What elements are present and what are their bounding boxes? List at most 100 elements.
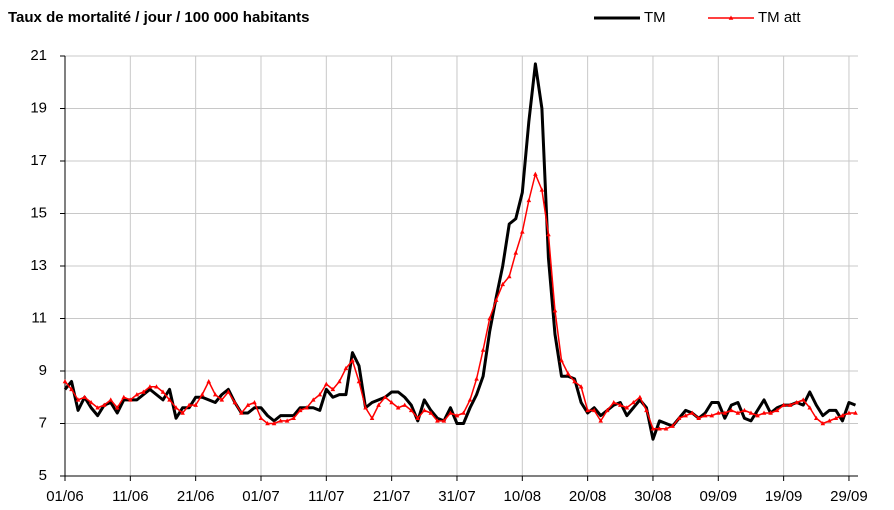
point-marker — [506, 274, 512, 279]
legend-marker — [728, 15, 734, 20]
point-marker — [663, 426, 669, 431]
point-marker — [226, 389, 231, 394]
point-marker — [454, 413, 460, 418]
point-marker — [787, 402, 793, 407]
point-marker — [493, 297, 499, 302]
point-marker — [114, 405, 120, 410]
point-marker — [402, 402, 408, 407]
point-marker — [533, 171, 538, 176]
point-marker — [448, 410, 453, 415]
point-marker — [840, 413, 845, 418]
point-marker — [395, 405, 401, 410]
point-marker — [108, 397, 114, 402]
point-marker — [291, 415, 296, 421]
point-marker — [657, 426, 662, 431]
point-marker — [435, 418, 440, 423]
point-marker — [337, 379, 342, 384]
point-marker — [827, 418, 832, 423]
point-marker — [585, 407, 590, 413]
point-marker — [206, 379, 212, 384]
point-marker — [239, 410, 244, 415]
x-tick-label: 20/08 — [569, 488, 607, 505]
series-line — [64, 173, 856, 430]
point-marker — [128, 397, 133, 402]
point-marker — [317, 392, 323, 397]
point-marker — [330, 386, 336, 392]
point-marker — [428, 410, 434, 415]
point-marker — [167, 397, 172, 402]
point-marker — [480, 347, 486, 352]
x-tick-label: 09/09 — [700, 488, 738, 505]
point-marker — [310, 397, 316, 402]
y-tick-label: 21 — [30, 47, 47, 64]
point-marker — [297, 407, 303, 413]
point-marker — [800, 397, 806, 402]
point-marker — [219, 397, 225, 402]
y-tick-label: 11 — [31, 309, 47, 326]
point-marker — [376, 402, 381, 407]
x-tick-label: 31/07 — [438, 488, 476, 505]
point-marker — [154, 384, 159, 389]
point-marker — [565, 371, 571, 376]
point-marker — [833, 415, 839, 421]
y-tick-label: 9 — [39, 362, 47, 379]
point-marker — [265, 421, 270, 426]
point-marker — [820, 421, 826, 426]
point-marker — [578, 384, 584, 389]
point-marker — [676, 415, 682, 421]
point-marker — [88, 400, 94, 405]
point-marker — [559, 358, 564, 363]
point-marker — [134, 392, 140, 397]
x-tick-label: 19/09 — [765, 488, 803, 505]
point-marker — [232, 400, 238, 405]
point-marker — [474, 376, 479, 381]
point-marker — [761, 410, 767, 415]
point-marker — [696, 415, 702, 421]
point-marker — [101, 402, 107, 407]
point-marker — [284, 418, 290, 423]
point-marker — [75, 397, 81, 402]
y-tick-label: 5 — [39, 467, 47, 484]
point-marker — [193, 402, 198, 407]
point-marker — [408, 407, 414, 413]
x-tick-label: 11/07 — [308, 488, 344, 505]
point-marker — [755, 413, 760, 418]
point-marker — [520, 229, 525, 234]
point-marker — [69, 386, 74, 392]
point-marker — [422, 407, 427, 413]
point-marker — [343, 365, 349, 371]
point-marker — [853, 410, 858, 415]
point-marker — [709, 413, 715, 418]
legend-label: TM — [644, 9, 666, 26]
point-marker — [729, 407, 734, 413]
series-line — [63, 62, 857, 441]
point-marker — [781, 402, 786, 407]
point-marker — [441, 418, 447, 423]
point-marker — [526, 197, 532, 203]
point-marker — [62, 379, 68, 384]
point-marker — [742, 407, 747, 413]
point-marker — [212, 392, 218, 397]
point-marker — [631, 400, 636, 405]
legend-label: TM att — [758, 9, 801, 26]
point-marker — [807, 405, 813, 410]
point-marker — [147, 384, 153, 389]
point-marker — [278, 418, 283, 423]
point-marker — [650, 426, 656, 431]
point-marker — [173, 405, 179, 410]
point-marker — [546, 232, 551, 237]
point-marker — [846, 410, 852, 415]
x-tick-label: 29/09 — [830, 488, 868, 505]
point-marker — [794, 400, 799, 405]
point-marker — [722, 410, 728, 415]
x-tick-label: 01/07 — [242, 488, 280, 505]
x-tick-label: 30/08 — [634, 488, 672, 505]
y-tick-label: 7 — [39, 414, 47, 431]
point-marker — [258, 415, 264, 421]
point-marker — [363, 405, 368, 410]
point-marker — [141, 389, 146, 394]
point-marker — [461, 410, 466, 415]
point-marker — [271, 421, 277, 426]
point-marker — [245, 402, 251, 407]
point-marker — [552, 308, 558, 313]
